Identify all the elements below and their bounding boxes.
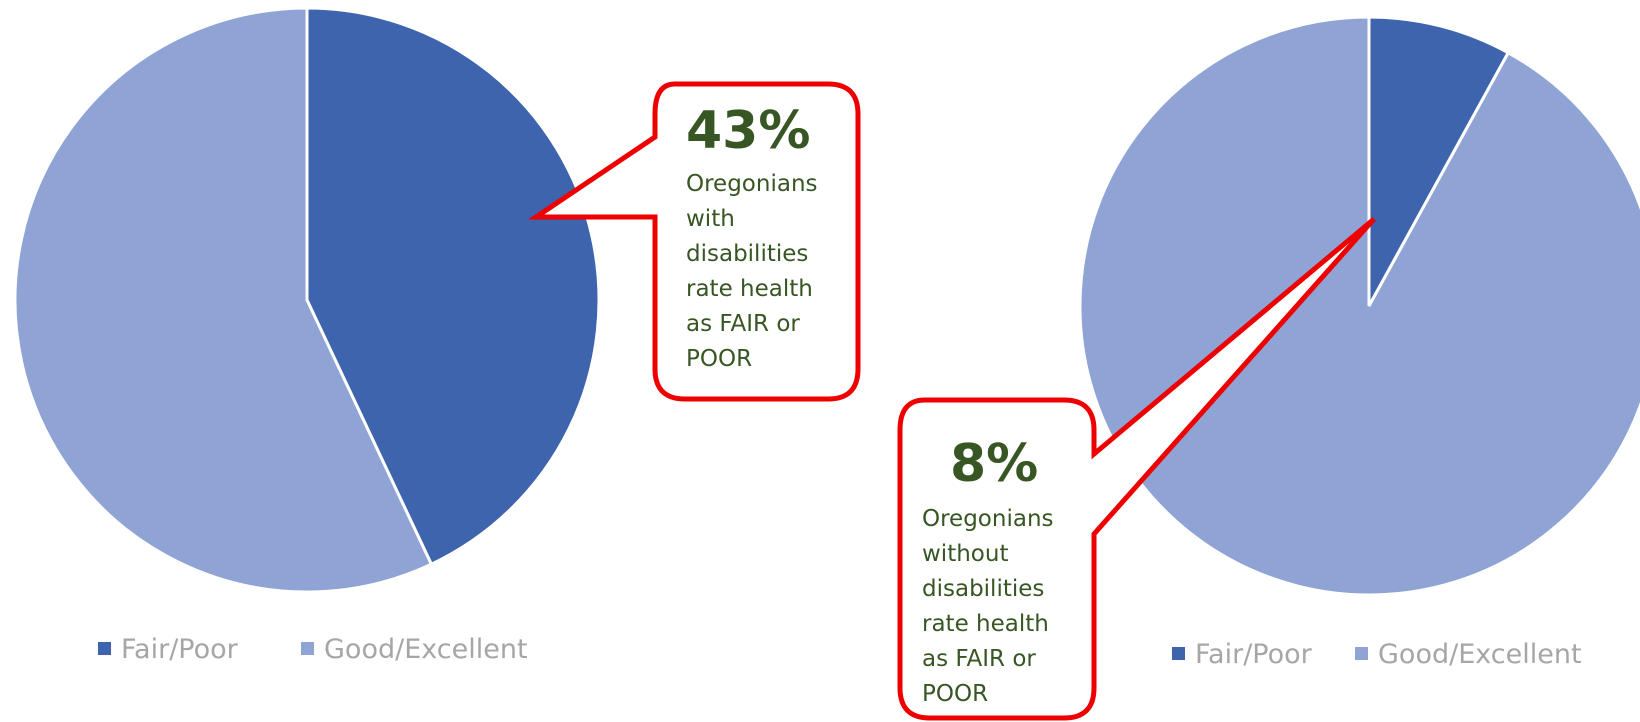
- callout-text-line: disabilities: [686, 241, 808, 267]
- callout-text-line: as FAIR or: [686, 311, 800, 337]
- pie-chart-with-disabilities: Fair/Poor Good/Excellent 43% Oregonians …: [13, 6, 861, 665]
- callout-text-line: POOR: [922, 681, 988, 707]
- callout-percent: 43%: [686, 101, 810, 161]
- pie-slice-fair-poor: [305, 6, 601, 567]
- pie-slice-good-excellent: [13, 6, 434, 594]
- callout-bubble: [527, 81, 861, 402]
- callout-text-line: POOR: [686, 346, 752, 372]
- legend-label-good-excellent: Good/Excellent: [1378, 639, 1582, 670]
- callout-text-line: Oregonians: [922, 506, 1054, 532]
- legend: Fair/Poor Good/Excellent: [98, 634, 528, 665]
- callout-text-line: rate health: [922, 611, 1049, 637]
- legend-swatch-good-excellent: [1355, 647, 1368, 660]
- legend-label-fair-poor: Fair/Poor: [121, 634, 239, 665]
- callout-text-line: rate health: [686, 276, 813, 302]
- callout-text-line: Oregonians: [686, 171, 818, 197]
- legend-label-good-excellent: Good/Excellent: [324, 634, 528, 665]
- callout-text-line: with: [686, 206, 735, 232]
- callout-bubble: [897, 217, 1376, 721]
- pie-chart-without-disabilities: Fair/Poor Good/Excellent 8% Oregonians w…: [897, 15, 1640, 721]
- callout-text-line: disabilities: [922, 576, 1044, 602]
- callout-with-disabilities: 43% Oregonians with disabilities rate he…: [527, 81, 861, 402]
- callout-percent: 8%: [950, 434, 1038, 494]
- legend-swatch-good-excellent: [301, 642, 314, 655]
- legend-label-fair-poor: Fair/Poor: [1195, 639, 1313, 670]
- legend-swatch-fair-poor: [98, 642, 111, 655]
- pie-slice-good-excellent: [1078, 15, 1640, 597]
- callout-text-line: as FAIR or: [922, 646, 1036, 672]
- legend: Fair/Poor Good/Excellent: [1172, 639, 1582, 670]
- callout-text-line: without: [922, 541, 1008, 567]
- callout-without-disabilities: 8% Oregonians without disabilities rate …: [897, 217, 1376, 721]
- pie-slice-fair-poor: [1367, 15, 1511, 307]
- legend-swatch-fair-poor: [1172, 647, 1185, 660]
